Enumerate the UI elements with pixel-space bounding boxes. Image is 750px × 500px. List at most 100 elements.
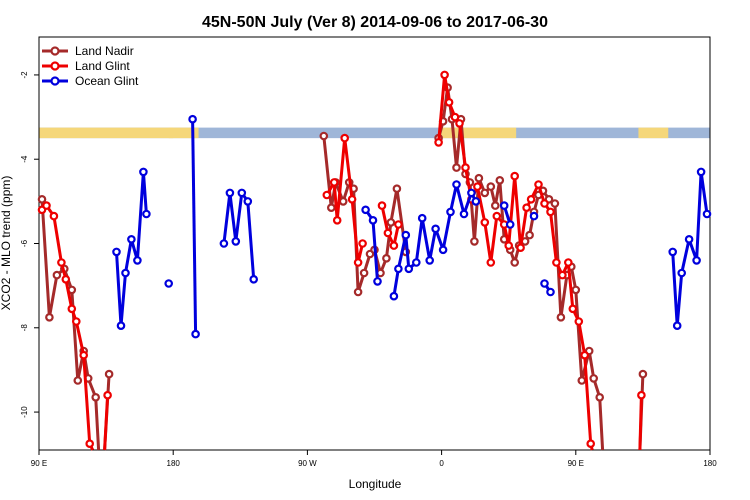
data-point	[552, 258, 561, 267]
data-point	[359, 268, 369, 278]
data-point	[505, 220, 515, 229]
series-line	[40, 199, 101, 451]
y-tick-label: -10	[20, 406, 29, 418]
data-point	[104, 369, 114, 379]
land-band-segment	[638, 127, 669, 139]
data-point	[510, 258, 520, 267]
data-point	[326, 203, 336, 213]
data-point	[516, 243, 525, 253]
data-point	[473, 182, 482, 191]
data-point	[389, 241, 399, 250]
data-point	[67, 304, 77, 314]
land-ocean-band	[39, 127, 710, 139]
data-point	[340, 133, 350, 143]
chart-title: 45N-50N July (Ver 8) 2014-09-06 to 2017-…	[202, 14, 548, 31]
data-point	[526, 195, 536, 204]
data-point	[444, 98, 454, 107]
data-point	[103, 390, 112, 400]
data-point	[225, 188, 235, 198]
legend-entry: Land Nadir	[75, 44, 134, 58]
data-point	[529, 211, 539, 221]
data-point	[452, 163, 461, 172]
x-axis-label: Longitude	[349, 477, 402, 491]
data-point	[525, 230, 534, 240]
data-point	[480, 218, 490, 227]
data-point	[595, 392, 605, 402]
data-point	[574, 317, 584, 326]
series-line	[115, 170, 148, 328]
y-tick-label: -8	[20, 324, 29, 332]
data-point	[677, 268, 687, 278]
data-point	[231, 237, 241, 246]
ocean-band	[39, 127, 710, 139]
data-point	[425, 256, 435, 265]
data-point	[638, 369, 648, 379]
data-point	[394, 264, 403, 274]
series-line	[437, 73, 594, 451]
data-point	[495, 176, 505, 185]
y-axis: -2 -4 -6 -8 -10	[20, 71, 39, 418]
data-point	[452, 180, 461, 189]
data-point	[459, 209, 469, 219]
data-point	[411, 258, 421, 267]
series-line	[392, 183, 478, 297]
data-point	[373, 277, 382, 286]
data-point	[383, 228, 393, 238]
data-point	[353, 258, 363, 267]
data-point	[455, 119, 464, 128]
data-point	[358, 239, 367, 248]
data-point	[490, 201, 500, 210]
y-tick-label: -4	[20, 155, 29, 163]
series-layer	[37, 70, 712, 451]
data-point	[440, 70, 449, 80]
data-point	[434, 138, 443, 147]
data-point	[49, 211, 59, 221]
data-point	[510, 171, 520, 181]
data-point	[546, 207, 555, 217]
series-line	[222, 191, 256, 280]
data-point	[85, 439, 95, 449]
data-point	[546, 287, 555, 297]
data-point	[329, 178, 339, 187]
data-point	[42, 201, 51, 210]
data-point	[692, 256, 701, 265]
data-point	[446, 207, 455, 217]
data-point	[540, 279, 549, 288]
data-point	[243, 197, 253, 206]
land-band-segment	[168, 127, 174, 139]
data-point	[79, 350, 89, 360]
data-point	[394, 220, 403, 229]
land-band-segment	[438, 127, 517, 139]
data-point	[577, 376, 587, 385]
x-tick-label: 180	[703, 459, 717, 468]
data-point	[702, 209, 712, 219]
series-line	[638, 395, 643, 451]
data-point	[142, 209, 151, 219]
data-point	[164, 279, 174, 288]
data-point	[550, 199, 560, 208]
legend-entry: Ocean Glint	[75, 74, 139, 88]
data-point	[684, 235, 694, 244]
data-point	[389, 291, 399, 301]
series-line	[380, 205, 400, 248]
data-point	[338, 197, 348, 206]
x-tick-label: 90 E	[31, 459, 47, 468]
data-point	[696, 167, 706, 177]
data-point	[492, 211, 502, 221]
data-point	[37, 195, 47, 204]
data-point	[534, 180, 543, 189]
legend-swatch-marker	[50, 76, 60, 86]
y-tick-label: -6	[20, 239, 29, 247]
data-point	[73, 376, 83, 385]
data-point	[353, 287, 363, 297]
data-point	[401, 230, 411, 240]
data-point	[91, 392, 101, 402]
series-line	[671, 170, 709, 328]
data-point	[467, 188, 476, 198]
data-point	[139, 167, 148, 177]
data-point	[57, 258, 66, 267]
data-point	[392, 184, 402, 194]
data-point	[121, 268, 130, 278]
